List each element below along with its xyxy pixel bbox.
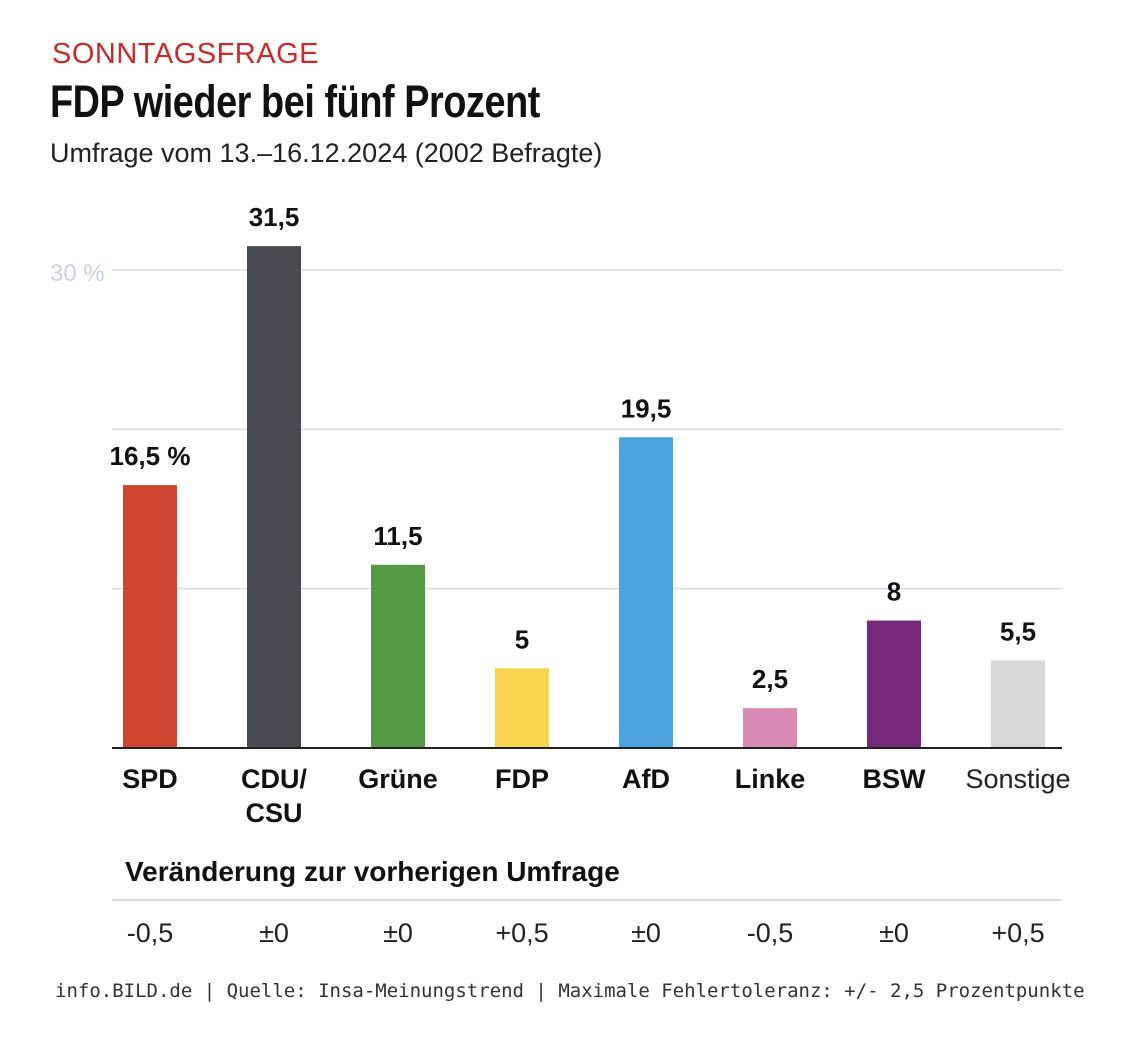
value-label-grüne: 11,5: [373, 521, 422, 551]
kicker: SONNTAGSFRAGE: [52, 38, 319, 70]
change-spd: -0,5: [126, 918, 174, 948]
bar-cdu-csu: [247, 246, 301, 748]
bar-linke: [743, 708, 797, 748]
value-label-spd: 16,5 %: [110, 441, 191, 471]
bar-grüne: [371, 564, 425, 748]
bar-afd: [619, 437, 673, 748]
change-cdu-csu: ±0: [259, 918, 289, 948]
change-fdp: +0,5: [495, 918, 549, 948]
category-label-sonstige: Sonstige: [965, 764, 1071, 794]
category-label-bsw: BSW: [862, 764, 926, 794]
bar-spd: [123, 485, 177, 748]
change-afd: ±0: [631, 918, 661, 948]
category-label-fdp: FDP: [495, 764, 549, 794]
bars: [123, 246, 1045, 748]
changes-title: Veränderung zur vorherigen Umfrage: [125, 856, 620, 887]
y-tick-label: 30 %: [50, 260, 105, 287]
chart-subtitle: Umfrage vom 13.–16.12.2024 (2002 Befragt…: [50, 138, 603, 168]
value-label-linke: 2,5: [752, 664, 788, 694]
change-bsw: ±0: [879, 918, 909, 948]
value-label-fdp: 5: [515, 624, 529, 654]
bar-sonstige: [991, 660, 1045, 748]
category-label-grüne: Grüne: [358, 764, 438, 794]
value-labels: 16,5 % 31,5 11,5 5 19,5 2,5 8 5,5: [110, 202, 1037, 694]
bar-chart: 30 % 16,5 % 31,5 11,5 5 19,5 2,5 8 5,5: [50, 202, 1062, 749]
category-label-afd: AfD: [622, 764, 670, 794]
change-linke: -0,5: [746, 918, 794, 948]
change-grüne: ±0: [383, 918, 413, 948]
change-sonstige: +0,5: [991, 918, 1045, 948]
value-label-sonstige: 5,5: [1000, 616, 1036, 646]
value-label-cdu-csu: 31,5: [249, 202, 300, 232]
category-label-spd: SPD: [122, 764, 178, 794]
bar-bsw: [867, 620, 921, 748]
chart-title: FDP wieder bei fünf Prozent: [50, 76, 540, 127]
value-label-afd: 19,5: [621, 393, 672, 423]
category-label-cdu-csu: CDU/CSU: [241, 764, 307, 828]
value-label-bsw: 8: [887, 577, 901, 607]
source-footer: info.BILD.de | Quelle: Insa-Meinungstren…: [55, 980, 1085, 1002]
bar-fdp: [495, 668, 549, 748]
category-label-linke: Linke: [734, 764, 806, 794]
changes-divider: [112, 899, 1062, 901]
